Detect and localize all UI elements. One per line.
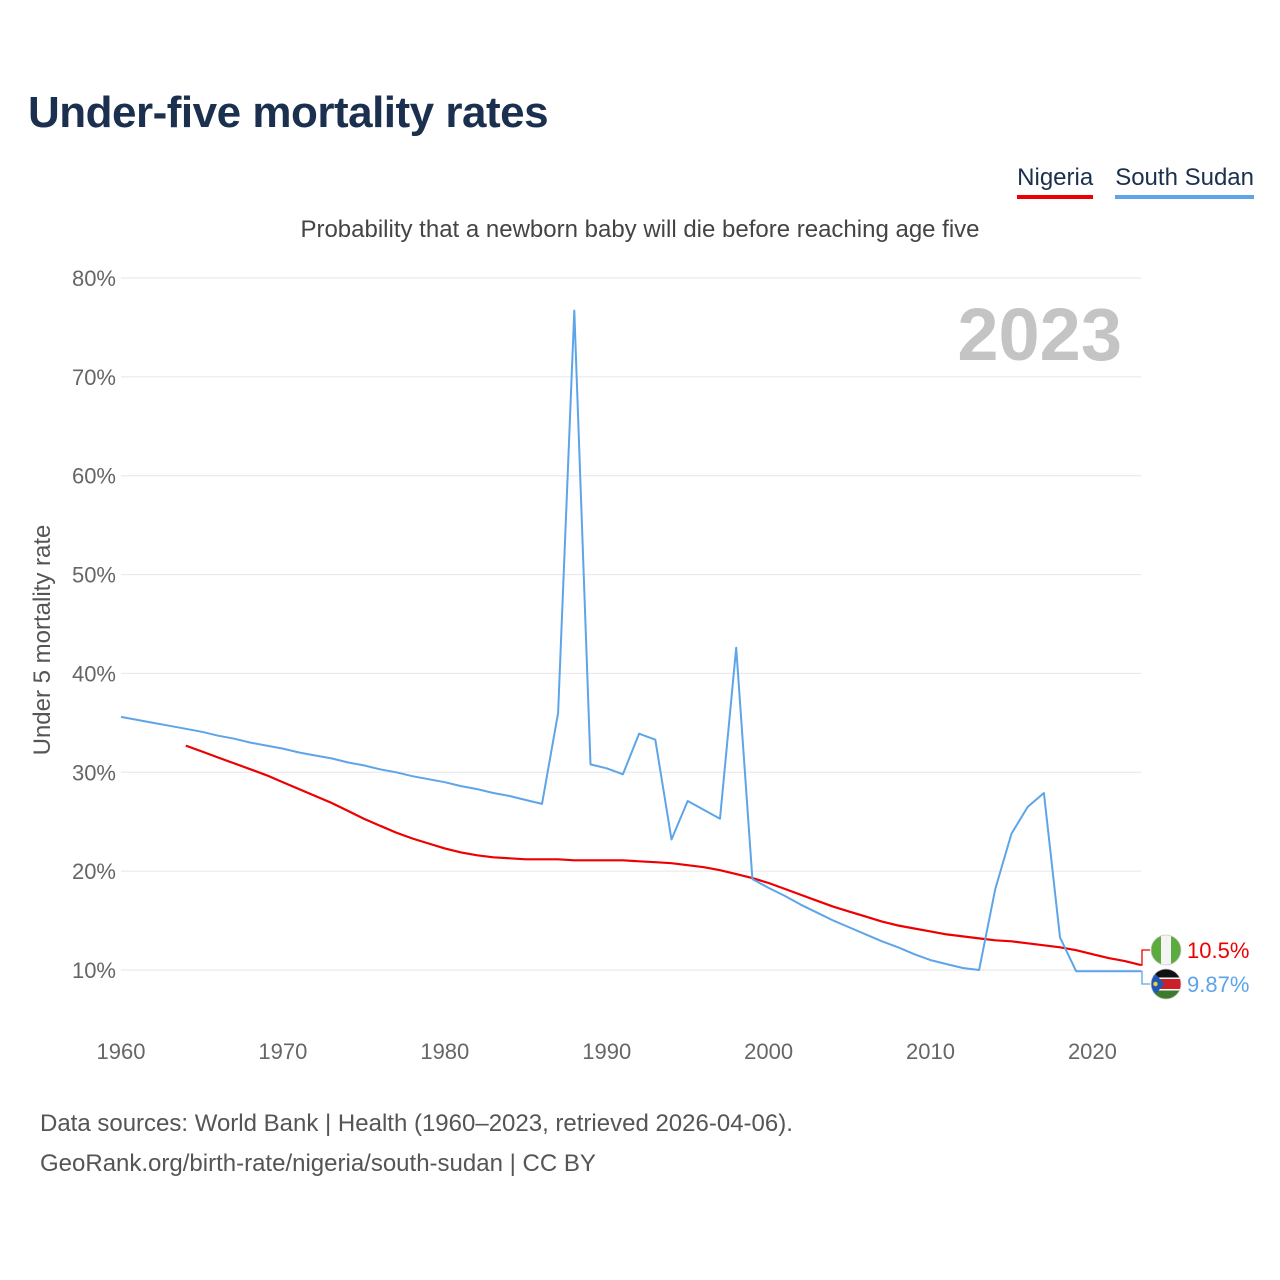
- y-tick-label: 20%: [72, 859, 116, 884]
- legend: Nigeria South Sudan: [1017, 164, 1254, 199]
- x-tick-label: 2020: [1068, 1039, 1117, 1064]
- y-tick-label: 70%: [72, 365, 116, 390]
- y-tick-label: 40%: [72, 661, 116, 686]
- x-tick-label: 1970: [258, 1039, 307, 1064]
- x-tick-label: 2010: [906, 1039, 955, 1064]
- year-watermark: 2023: [957, 293, 1122, 376]
- end-label-connector: [1141, 970, 1150, 985]
- series-line-nigeria[interactable]: [185, 744, 1142, 967]
- footer: Data sources: World Bank | Health (1960–…: [40, 1104, 793, 1184]
- x-tick-label: 1960: [97, 1039, 146, 1064]
- y-tick-label: 10%: [72, 958, 116, 983]
- end-label-connector: [1141, 949, 1150, 966]
- series-line-south-sudan[interactable]: [120, 309, 1141, 973]
- y-tick-label: 60%: [72, 464, 116, 489]
- x-tick-label: 2000: [744, 1039, 793, 1064]
- end-label-value: 10.5%: [1187, 938, 1249, 963]
- y-tick-label: 30%: [72, 760, 116, 785]
- y-tick-label: 80%: [72, 266, 116, 291]
- legend-item-nigeria[interactable]: Nigeria: [1017, 164, 1094, 199]
- legend-item-south-sudan[interactable]: South Sudan: [1115, 164, 1254, 199]
- chart-subtitle: Probability that a newborn baby will die…: [300, 216, 980, 243]
- y-axis-label: Under 5 mortality rate: [29, 525, 56, 756]
- footer-sources: Data sources: World Bank | Health (1960–…: [40, 1110, 793, 1137]
- page-title: Under-five mortality rates: [28, 88, 549, 137]
- nigeria-flag-icon: [1150, 934, 1182, 966]
- x-tick-label: 1980: [420, 1039, 469, 1064]
- south-sudan-flag-icon: [1150, 968, 1182, 1000]
- x-tick-label: 1990: [582, 1039, 631, 1064]
- chart: 2023 Under 5 mortality rate 10% 20% 30% 40%…: [29, 266, 1249, 1064]
- footer-link[interactable]: GeoRank.org/birth-rate/nigeria/south-sud…: [40, 1150, 596, 1177]
- end-label-value: 9.87%: [1187, 972, 1249, 997]
- y-tick-label: 50%: [72, 563, 116, 588]
